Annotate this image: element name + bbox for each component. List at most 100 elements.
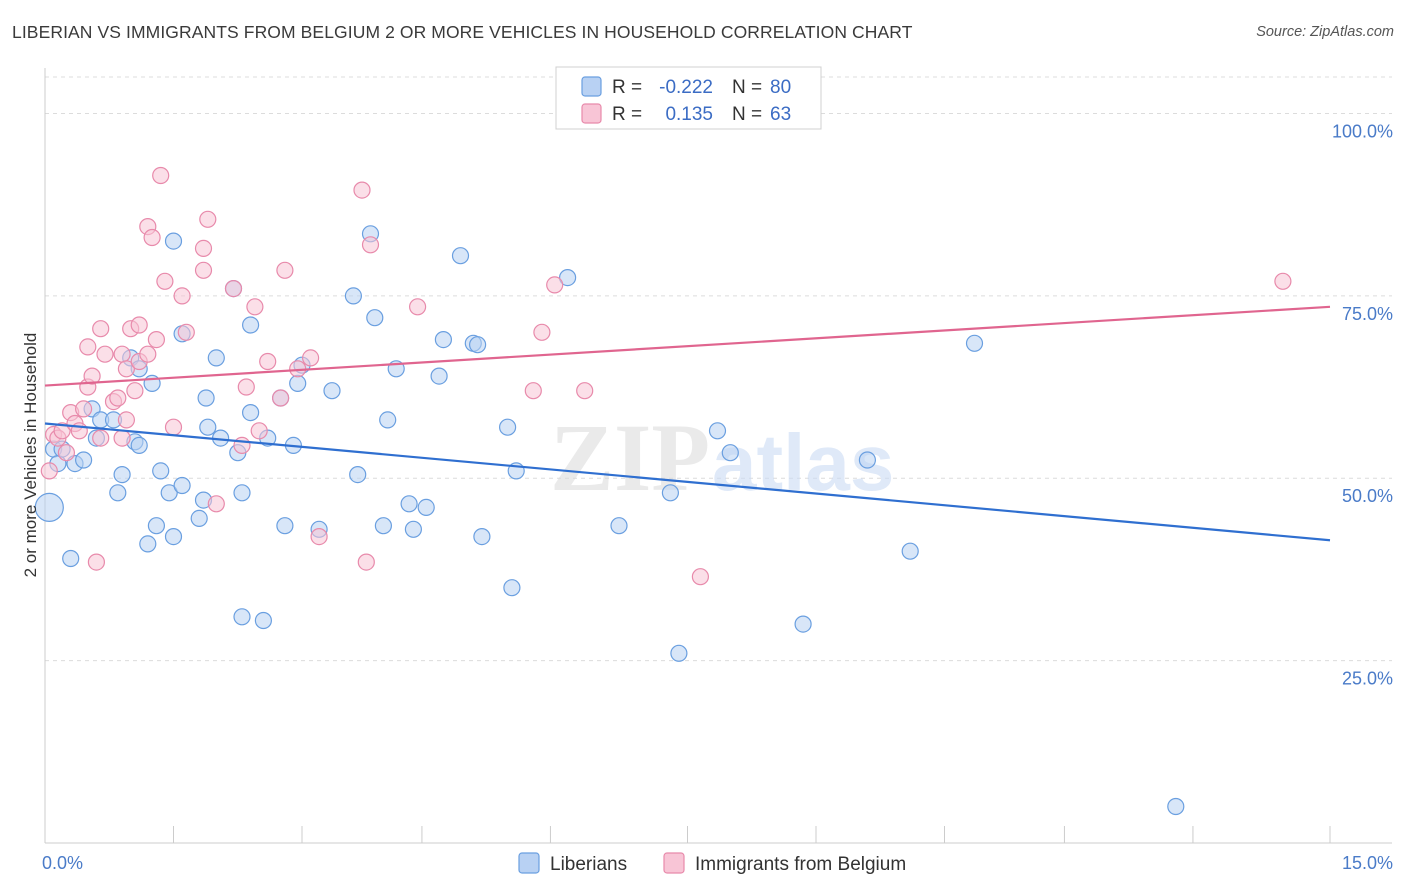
point-series-0-11	[109, 484, 127, 502]
point-series-0-56	[417, 498, 435, 516]
point-series-0-48	[349, 466, 367, 484]
point-series-0-70	[708, 422, 727, 440]
point-series-1-51	[357, 553, 375, 571]
y-tick-label-3: 100.0%	[1332, 121, 1393, 141]
point-series-1-45	[272, 389, 290, 407]
point-series-1-3	[53, 422, 71, 440]
point-series-1-18	[113, 429, 131, 447]
point-series-1-0	[40, 462, 58, 480]
legend-label-belgium: Immigrants from Belgium	[695, 854, 906, 875]
point-series-1-15	[96, 345, 114, 363]
point-series-1-28	[143, 228, 161, 247]
tick-labels: 25.0% 50.0% 75.0% 100.0% 0.0% 15.0%	[42, 121, 1393, 873]
point-series-0-20	[152, 462, 170, 480]
trend-lines	[44, 305, 1331, 542]
point-series-1-34	[177, 323, 195, 341]
point-series-0-26	[190, 509, 208, 528]
y-tick-label-0: 25.0%	[1342, 669, 1393, 689]
point-series-1-35	[194, 261, 213, 279]
point-series-0-43	[289, 374, 307, 392]
point-series-1-26	[139, 345, 157, 363]
point-series-1-41	[237, 378, 255, 396]
point-series-0-28	[197, 389, 215, 407]
stats-legend-n-label-1: N =	[732, 77, 762, 98]
point-series-1-21	[117, 411, 136, 429]
trend-line-series-1	[44, 305, 1331, 387]
point-series-0-12	[113, 466, 131, 484]
point-series-1-39	[224, 280, 243, 298]
point-series-1-12	[87, 553, 106, 571]
point-series-0-46	[323, 382, 341, 400]
y-axis-label: 2 or more Vehicles in Household	[21, 333, 40, 578]
point-series-0-29	[199, 418, 217, 436]
legend-swatch-belgium	[663, 852, 685, 874]
point-series-1-13	[92, 429, 110, 447]
point-series-0-59	[451, 247, 470, 265]
point-series-0-24	[173, 476, 191, 495]
point-series-1-59	[1274, 272, 1292, 290]
stats-legend-swatch-belgium	[581, 103, 602, 124]
point-series-0-50	[366, 309, 384, 327]
point-series-0-54	[400, 495, 418, 513]
axes	[44, 68, 1392, 844]
point-series-1-44	[259, 352, 277, 371]
point-series-0-34	[233, 608, 251, 626]
chart-title: LIBERIAN VS IMMIGRANTS FROM BELGIUM 2 OR…	[12, 22, 913, 42]
point-series-0-38	[254, 611, 272, 630]
point-series-0-55	[404, 520, 422, 538]
point-series-1-23	[126, 382, 144, 400]
point-series-0-74	[901, 542, 919, 560]
stats-legend: R = -0.222 N = 80 R = 0.135 N = 63	[555, 66, 822, 130]
point-series-1-30	[152, 166, 170, 185]
point-series-0-30	[207, 349, 225, 367]
point-series-1-11	[83, 367, 101, 385]
point-series-0-21	[160, 484, 178, 502]
point-series-0-0	[34, 492, 64, 522]
point-series-1-58	[691, 568, 710, 586]
point-series-0-47	[344, 287, 362, 305]
point-series-1-32	[164, 418, 183, 436]
grid-lines	[45, 76, 1392, 662]
point-series-1-31	[156, 272, 174, 290]
point-series-1-38	[207, 495, 225, 513]
stats-legend-n-value-1: 80	[770, 77, 791, 98]
point-series-0-73	[858, 451, 877, 469]
point-series-0-17	[139, 535, 157, 553]
point-series-1-36	[194, 239, 213, 257]
point-series-0-41	[276, 517, 294, 535]
point-series-1-55	[533, 323, 551, 341]
point-series-1-4	[57, 444, 76, 462]
stats-legend-n-label-2: N =	[732, 104, 762, 125]
point-series-1-54	[524, 382, 542, 400]
series-legend: Liberians Immigrants from Belgium	[518, 852, 906, 875]
point-series-1-8	[74, 400, 93, 418]
stats-legend-r-label-1: R =	[612, 77, 642, 98]
point-series-0-67	[610, 517, 628, 535]
point-series-0-64	[503, 579, 521, 597]
point-series-0-19	[147, 517, 165, 535]
point-series-0-23	[164, 232, 183, 250]
point-series-0-57	[430, 367, 448, 385]
point-series-0-63	[499, 418, 517, 436]
point-series-1-43	[250, 422, 268, 440]
legend-label-liberians: Liberians	[550, 854, 627, 875]
point-series-1-14	[92, 320, 110, 338]
point-series-0-75	[965, 334, 984, 352]
point-series-1-29	[147, 331, 165, 349]
stats-legend-swatch-liberians	[581, 76, 602, 97]
point-series-0-4	[62, 549, 80, 568]
point-series-1-10	[79, 338, 97, 356]
point-series-1-57	[576, 382, 594, 400]
point-series-1-25	[130, 316, 148, 334]
point-series-1-46	[276, 261, 294, 279]
point-series-1-53	[409, 298, 427, 316]
data-points	[34, 166, 1292, 816]
point-series-0-58	[434, 331, 452, 349]
point-series-1-17	[109, 389, 127, 407]
point-series-0-51	[374, 517, 392, 535]
point-series-0-36	[242, 316, 260, 334]
stats-legend-n-value-2: 63	[770, 104, 791, 125]
point-series-1-20	[117, 360, 136, 378]
point-series-0-61	[469, 336, 487, 354]
